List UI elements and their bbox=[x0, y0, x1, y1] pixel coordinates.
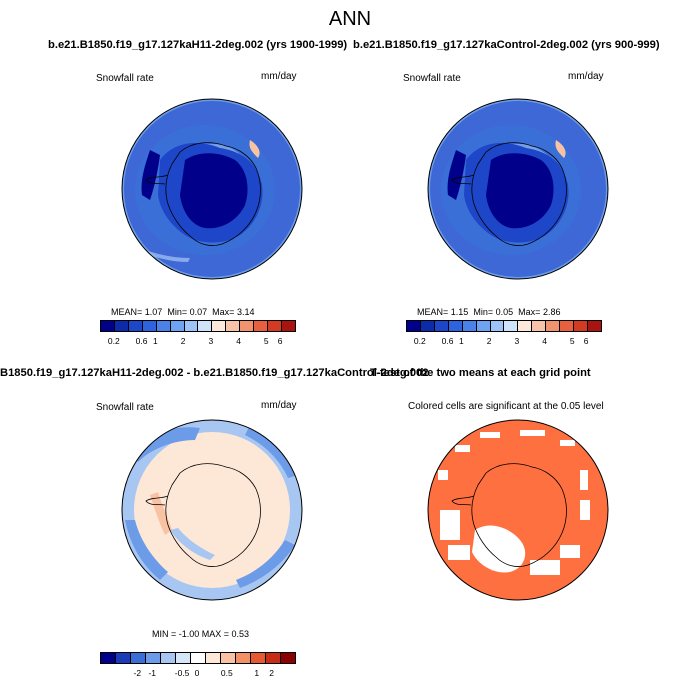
colorbar-swatch bbox=[170, 321, 185, 331]
panel1-title: b.e21.B1850.f19_g17.127kaH11-2deg.002 (y… bbox=[48, 39, 348, 51]
colorbar-swatch bbox=[434, 321, 449, 331]
panel3-map bbox=[122, 420, 302, 600]
colorbar-label: 6 bbox=[583, 336, 589, 346]
colorbar-label: 6 bbox=[277, 336, 283, 346]
colorbar-label: 2 bbox=[269, 668, 274, 678]
colorbar-swatch bbox=[532, 321, 547, 331]
panel1-units: mm/day bbox=[261, 71, 297, 82]
colorbar-swatch bbox=[101, 321, 115, 331]
panel4-subtitle: Colored cells are significant at the 0.0… bbox=[408, 401, 604, 412]
colorbar-swatch bbox=[116, 653, 131, 663]
panel4-map bbox=[428, 420, 608, 600]
panel2-title: b.e21.B1850.f19_g17.127kaControl-2deg.00… bbox=[353, 39, 660, 51]
colorbar-swatch bbox=[476, 321, 491, 331]
panel2-colorbar bbox=[406, 320, 602, 332]
panel3-colorbar bbox=[100, 652, 296, 664]
panel1-colorbar bbox=[100, 320, 296, 332]
colorbar-swatch bbox=[268, 321, 282, 331]
colorbar-swatch bbox=[221, 653, 236, 663]
colorbar-label: 4 bbox=[542, 336, 547, 346]
colorbar-label: 2 bbox=[180, 336, 186, 346]
colorbar-label: 4 bbox=[236, 336, 241, 346]
panel3-title: B1850.f19_g17.127kaH11-2deg.002 - b.e21.… bbox=[0, 367, 429, 379]
colorbar-swatch bbox=[546, 321, 561, 331]
colorbar-swatch bbox=[176, 653, 191, 663]
panel1-variable: Snowfall rate bbox=[96, 73, 154, 84]
colorbar-swatch bbox=[184, 321, 199, 331]
colorbar-label: -2 bbox=[133, 668, 142, 678]
colorbar-swatch bbox=[266, 653, 281, 663]
panel2-stats: MEAN= 1.15 Min= 0.05 Max= 2.86 bbox=[417, 307, 561, 317]
colorbar-swatch bbox=[281, 653, 295, 663]
colorbar-swatch bbox=[504, 321, 519, 331]
colorbar-swatch bbox=[131, 653, 146, 663]
colorbar-swatch bbox=[161, 653, 176, 663]
colorbar-swatch bbox=[191, 653, 206, 663]
panel3-stats: MIN = -1.00 MAX = 0.53 bbox=[152, 629, 250, 639]
colorbar-swatch bbox=[236, 653, 251, 663]
panel2-map bbox=[428, 99, 608, 279]
colorbar-swatch bbox=[240, 321, 255, 331]
colorbar-swatch bbox=[114, 321, 129, 331]
colorbar-swatch bbox=[206, 653, 221, 663]
colorbar-swatch bbox=[142, 321, 157, 331]
panel3-variable: Snowfall rate bbox=[96, 402, 154, 413]
colorbar-swatch bbox=[462, 321, 477, 331]
colorbar-label: 2 bbox=[486, 336, 492, 346]
colorbar-label: -0.5 bbox=[174, 668, 190, 678]
panel1-stats: MEAN= 1.07 Min= 0.07 Max= 3.14 bbox=[111, 307, 255, 317]
colorbar-swatch bbox=[518, 321, 533, 331]
colorbar-swatch bbox=[251, 653, 266, 663]
colorbar-label: 0.2 bbox=[107, 336, 120, 346]
colorbar-label: 3 bbox=[514, 336, 520, 346]
colorbar-label: -1 bbox=[148, 668, 156, 678]
panel2-units: mm/day bbox=[568, 71, 604, 82]
colorbar-swatch bbox=[212, 321, 227, 331]
colorbar-swatch bbox=[128, 321, 143, 331]
colorbar-swatch bbox=[587, 321, 601, 331]
colorbar-label: 0.2 bbox=[413, 336, 426, 346]
colorbar-label: 0 bbox=[194, 668, 200, 678]
colorbar-label: 1 bbox=[459, 336, 464, 346]
colorbar-swatch bbox=[281, 321, 295, 331]
figure-title: ANN bbox=[328, 8, 372, 30]
colorbar-swatch bbox=[198, 321, 213, 331]
panel2-variable: Snowfall rate bbox=[403, 73, 461, 84]
colorbar-swatch bbox=[420, 321, 435, 331]
colorbar-label: 5 bbox=[569, 336, 575, 346]
colorbar-label: 1 bbox=[254, 668, 260, 678]
colorbar-swatch bbox=[226, 321, 241, 331]
colorbar-swatch bbox=[448, 321, 463, 331]
panel4-title: T-test of the two means at each grid poi… bbox=[370, 367, 591, 379]
colorbar-swatch bbox=[407, 321, 421, 331]
colorbar-label: 3 bbox=[208, 336, 214, 346]
colorbar-swatch bbox=[574, 321, 588, 331]
colorbar-swatch bbox=[254, 321, 269, 331]
colorbar-label: 5 bbox=[263, 336, 269, 346]
colorbar-swatch bbox=[146, 653, 161, 663]
colorbar-label: 1 bbox=[153, 336, 158, 346]
colorbar-swatch bbox=[490, 321, 505, 331]
colorbar-label: 0.6 bbox=[135, 336, 148, 346]
colorbar-label: 0.6 bbox=[441, 336, 454, 346]
colorbar-swatch bbox=[156, 321, 171, 331]
colorbar-swatch bbox=[560, 321, 575, 331]
colorbar-swatch bbox=[101, 653, 116, 663]
colorbar-label: 0.5 bbox=[220, 668, 233, 678]
panel1-map bbox=[122, 99, 302, 279]
panel3-units: mm/day bbox=[261, 400, 297, 411]
